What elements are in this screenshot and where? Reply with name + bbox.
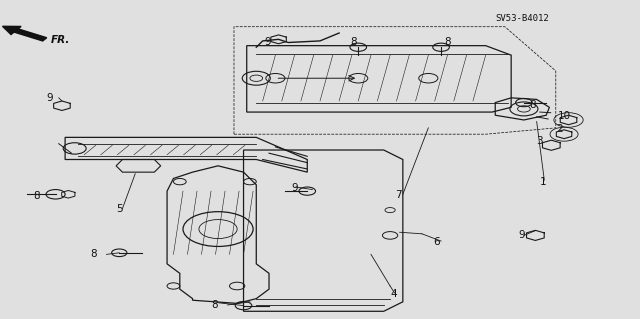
Text: 5: 5 — [116, 204, 123, 213]
Text: 8: 8 — [529, 100, 536, 110]
Text: 9: 9 — [264, 37, 271, 47]
FancyArrow shape — [3, 26, 47, 41]
Text: 3: 3 — [537, 136, 543, 146]
Text: 8: 8 — [33, 191, 40, 201]
Text: 6: 6 — [433, 237, 440, 247]
Text: 10: 10 — [557, 111, 571, 121]
Text: 7: 7 — [395, 190, 402, 200]
Text: 9: 9 — [519, 230, 525, 240]
Text: SV53-B4012: SV53-B4012 — [495, 14, 549, 23]
Text: 1: 1 — [540, 177, 547, 187]
Text: 9: 9 — [46, 93, 52, 103]
Text: 8: 8 — [444, 38, 451, 48]
Text: 8: 8 — [212, 300, 218, 310]
Text: 2: 2 — [556, 123, 563, 134]
Text: 8: 8 — [351, 38, 357, 48]
Text: 9: 9 — [291, 183, 298, 193]
Text: 8: 8 — [91, 249, 97, 259]
Text: FR.: FR. — [51, 35, 70, 45]
Text: 4: 4 — [390, 289, 397, 299]
